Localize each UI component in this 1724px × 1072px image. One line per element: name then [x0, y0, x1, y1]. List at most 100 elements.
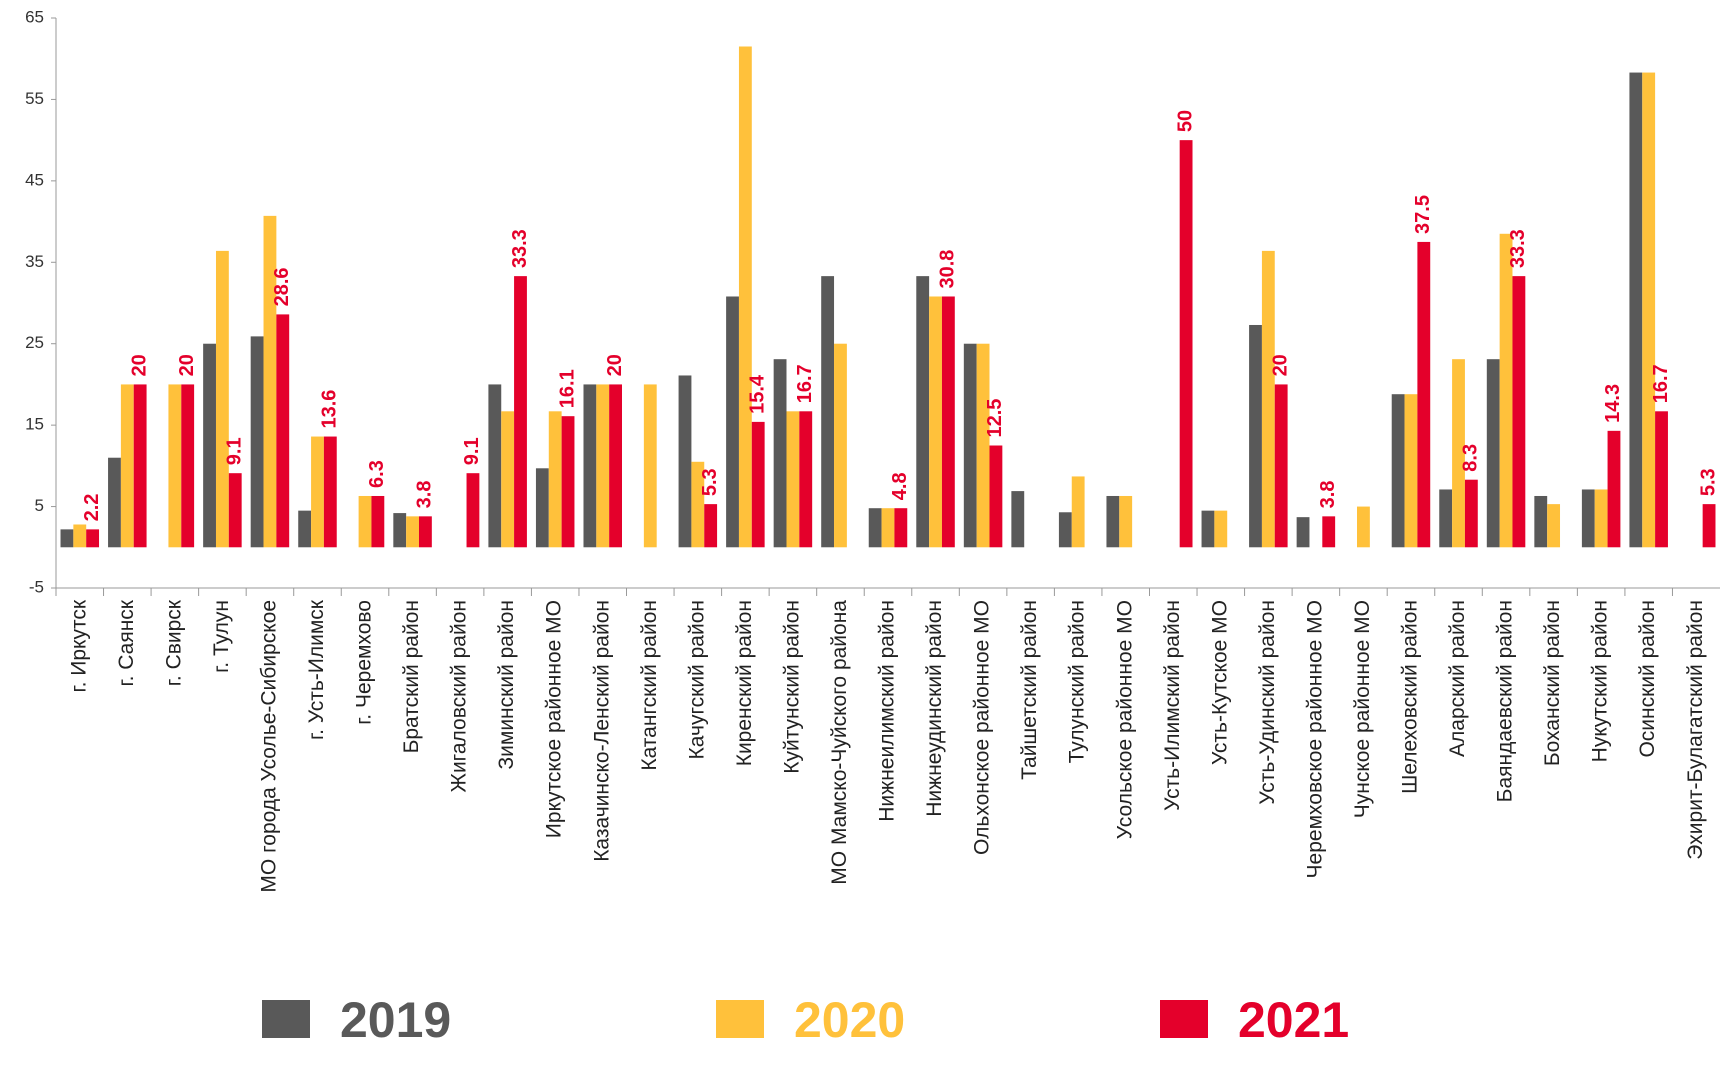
value-label: 3.8: [1317, 481, 1339, 509]
x-tick-label: Баяндаевский район: [1494, 600, 1517, 802]
value-label: 20: [1269, 354, 1291, 376]
x-tick-label: МО города Усолье-Сибирское: [257, 600, 280, 893]
value-label: 16.1: [556, 369, 578, 408]
bar: [941, 296, 955, 548]
bar: [1439, 489, 1453, 548]
x-tick-label: Куйтунский район: [780, 600, 803, 774]
x-tick-label: Черемховское районное МО: [1303, 600, 1326, 878]
x-tick-label: Усольское районное МО: [1113, 600, 1136, 839]
bar: [1655, 411, 1668, 548]
bar: [501, 411, 515, 548]
bar: [276, 314, 290, 548]
value-label: 5.3: [1697, 468, 1719, 496]
bar: [1534, 495, 1548, 548]
bar: [1404, 394, 1418, 548]
bar: [773, 359, 787, 548]
bar: [1581, 489, 1595, 548]
x-tick-label: Усть-Удинский район: [1256, 600, 1279, 805]
value-label: 30.8: [937, 250, 959, 289]
bar: [1452, 359, 1465, 548]
x-tick-label: Чунское районное МО: [1351, 600, 1374, 818]
y-tick-label: 25: [25, 333, 44, 352]
bar: [929, 296, 942, 548]
bar: [1179, 140, 1193, 548]
x-tick-label: МО Мамско-Чуйского района: [828, 600, 851, 885]
bar: [963, 343, 977, 548]
bar: [881, 508, 895, 548]
value-label: 9.1: [461, 437, 483, 465]
bar: [1119, 495, 1133, 548]
bar: [1106, 495, 1120, 548]
bar: [1607, 430, 1621, 548]
bar: [1058, 512, 1072, 548]
bar: [371, 495, 385, 548]
y-tick-label: 5: [35, 496, 44, 515]
legend-label: 2021: [1238, 992, 1349, 1048]
bar: [1702, 504, 1716, 548]
bar: [358, 495, 372, 548]
x-tick-label: Тулунский район: [1066, 600, 1089, 763]
bar: [1512, 276, 1526, 548]
bar: [323, 436, 337, 548]
bar: [488, 384, 502, 548]
value-label: 37.5: [1412, 195, 1434, 234]
bar: [466, 473, 480, 548]
x-tick-label: Нукутский район: [1589, 600, 1612, 762]
value-label: 33.3: [1507, 229, 1529, 268]
y-tick-label: 45: [25, 170, 44, 189]
bar: [894, 508, 908, 548]
value-label: 9.1: [224, 437, 246, 465]
bar: [1391, 394, 1405, 548]
x-tick-label: г. Саянск: [115, 599, 138, 686]
x-tick-label: г. Тулун: [210, 600, 233, 673]
value-label: 4.8: [889, 472, 911, 500]
legend-label: 2019: [340, 992, 451, 1048]
x-tick-label: Тайшетский район: [1018, 600, 1041, 780]
bar: [786, 411, 800, 548]
bar: [1486, 359, 1500, 548]
bar: [916, 276, 930, 548]
x-tick-label: Шелеховский район: [1399, 600, 1422, 794]
bar: [215, 250, 229, 548]
value-label: 50: [1174, 110, 1196, 132]
bar: [393, 513, 407, 548]
value-label: 20: [176, 354, 198, 376]
bar: [821, 276, 835, 548]
value-label: 28.6: [271, 267, 293, 306]
value-label: 12.5: [984, 399, 1006, 438]
bar: [704, 504, 718, 548]
bar: [120, 384, 134, 548]
value-label: 16.7: [794, 364, 816, 403]
x-tick-label: Казачинско-Ленский район: [590, 600, 613, 862]
bar: [1249, 324, 1262, 548]
bar: [535, 468, 549, 548]
legend-swatch: [1160, 1000, 1208, 1038]
bar: [1274, 384, 1288, 548]
bar: [678, 375, 692, 548]
bar: [181, 384, 195, 548]
bar: [548, 411, 562, 548]
bar: [738, 46, 752, 548]
y-tick-label: -5: [29, 577, 44, 596]
x-tick-label: г. Свирск: [162, 599, 185, 686]
value-label: 33.3: [509, 229, 531, 268]
x-tick-label: Нижнеилимский район: [876, 600, 899, 822]
bar: [1499, 233, 1513, 548]
bar: [168, 384, 182, 548]
x-tick-label: Усть-Кутское МО: [1208, 600, 1231, 765]
bar: [609, 384, 622, 548]
value-label: 3.8: [414, 481, 436, 509]
value-label: 16.7: [1650, 364, 1672, 403]
x-tick-label: Иркутское районное МО: [543, 600, 566, 838]
x-tick-label: Аларский район: [1446, 600, 1469, 757]
bar: [726, 296, 739, 548]
y-tick-label: 65: [25, 7, 44, 26]
bar: [1357, 506, 1370, 548]
bar: [1322, 516, 1336, 548]
bar: [1296, 517, 1310, 548]
x-tick-label: Братский район: [400, 600, 423, 753]
bar: [1071, 476, 1085, 548]
bar: [561, 416, 575, 548]
bar: [60, 529, 74, 548]
bar: [298, 510, 312, 548]
